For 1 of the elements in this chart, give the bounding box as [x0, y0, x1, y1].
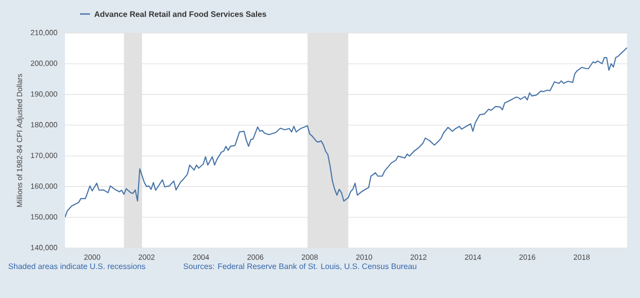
line-series	[65, 47, 628, 218]
